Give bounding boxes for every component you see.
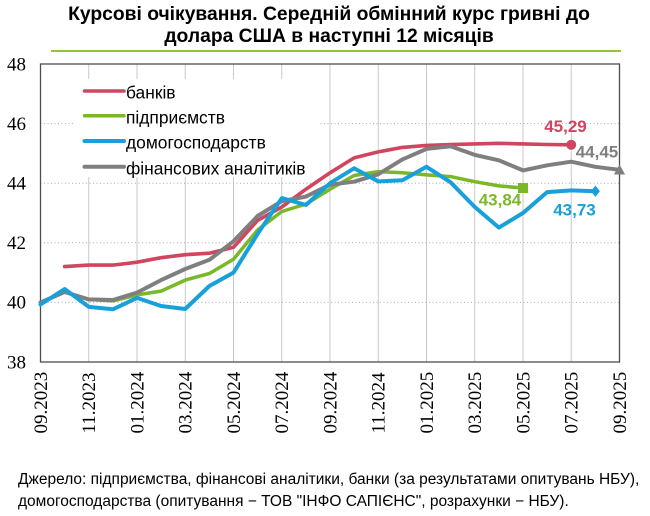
- svg-text:07.2025: 07.2025: [562, 372, 583, 434]
- svg-text:45,29: 45,29: [544, 117, 587, 136]
- svg-text:09.2024: 09.2024: [320, 371, 341, 433]
- svg-text:09.2025: 09.2025: [610, 372, 631, 434]
- svg-text:43,73: 43,73: [553, 201, 596, 220]
- svg-text:43,84: 43,84: [479, 191, 522, 210]
- svg-text:48: 48: [7, 54, 26, 75]
- svg-text:38: 38: [7, 352, 26, 373]
- svg-text:01.2025: 01.2025: [417, 372, 438, 434]
- svg-text:домогосподарств: домогосподарств: [126, 133, 266, 153]
- svg-text:09.2023: 09.2023: [31, 372, 52, 434]
- svg-text:05.2024: 05.2024: [224, 371, 245, 433]
- svg-text:банків: банків: [126, 83, 176, 103]
- svg-text:11.2023: 11.2023: [79, 372, 100, 433]
- svg-text:42: 42: [7, 233, 26, 254]
- svg-text:07.2024: 07.2024: [272, 371, 293, 433]
- svg-text:03.2025: 03.2025: [465, 372, 486, 434]
- svg-text:05.2025: 05.2025: [513, 372, 534, 434]
- svg-text:40: 40: [7, 293, 26, 314]
- svg-text:44: 44: [7, 174, 27, 195]
- svg-text:підприємств: підприємств: [126, 108, 225, 128]
- svg-text:фінансових аналітиків: фінансових аналітиків: [126, 159, 305, 179]
- svg-text:44,45: 44,45: [576, 143, 619, 162]
- svg-text:46: 46: [7, 114, 26, 135]
- svg-text:01.2024: 01.2024: [127, 371, 148, 433]
- svg-text:03.2024: 03.2024: [176, 371, 197, 433]
- svg-text:11.2024: 11.2024: [369, 372, 390, 434]
